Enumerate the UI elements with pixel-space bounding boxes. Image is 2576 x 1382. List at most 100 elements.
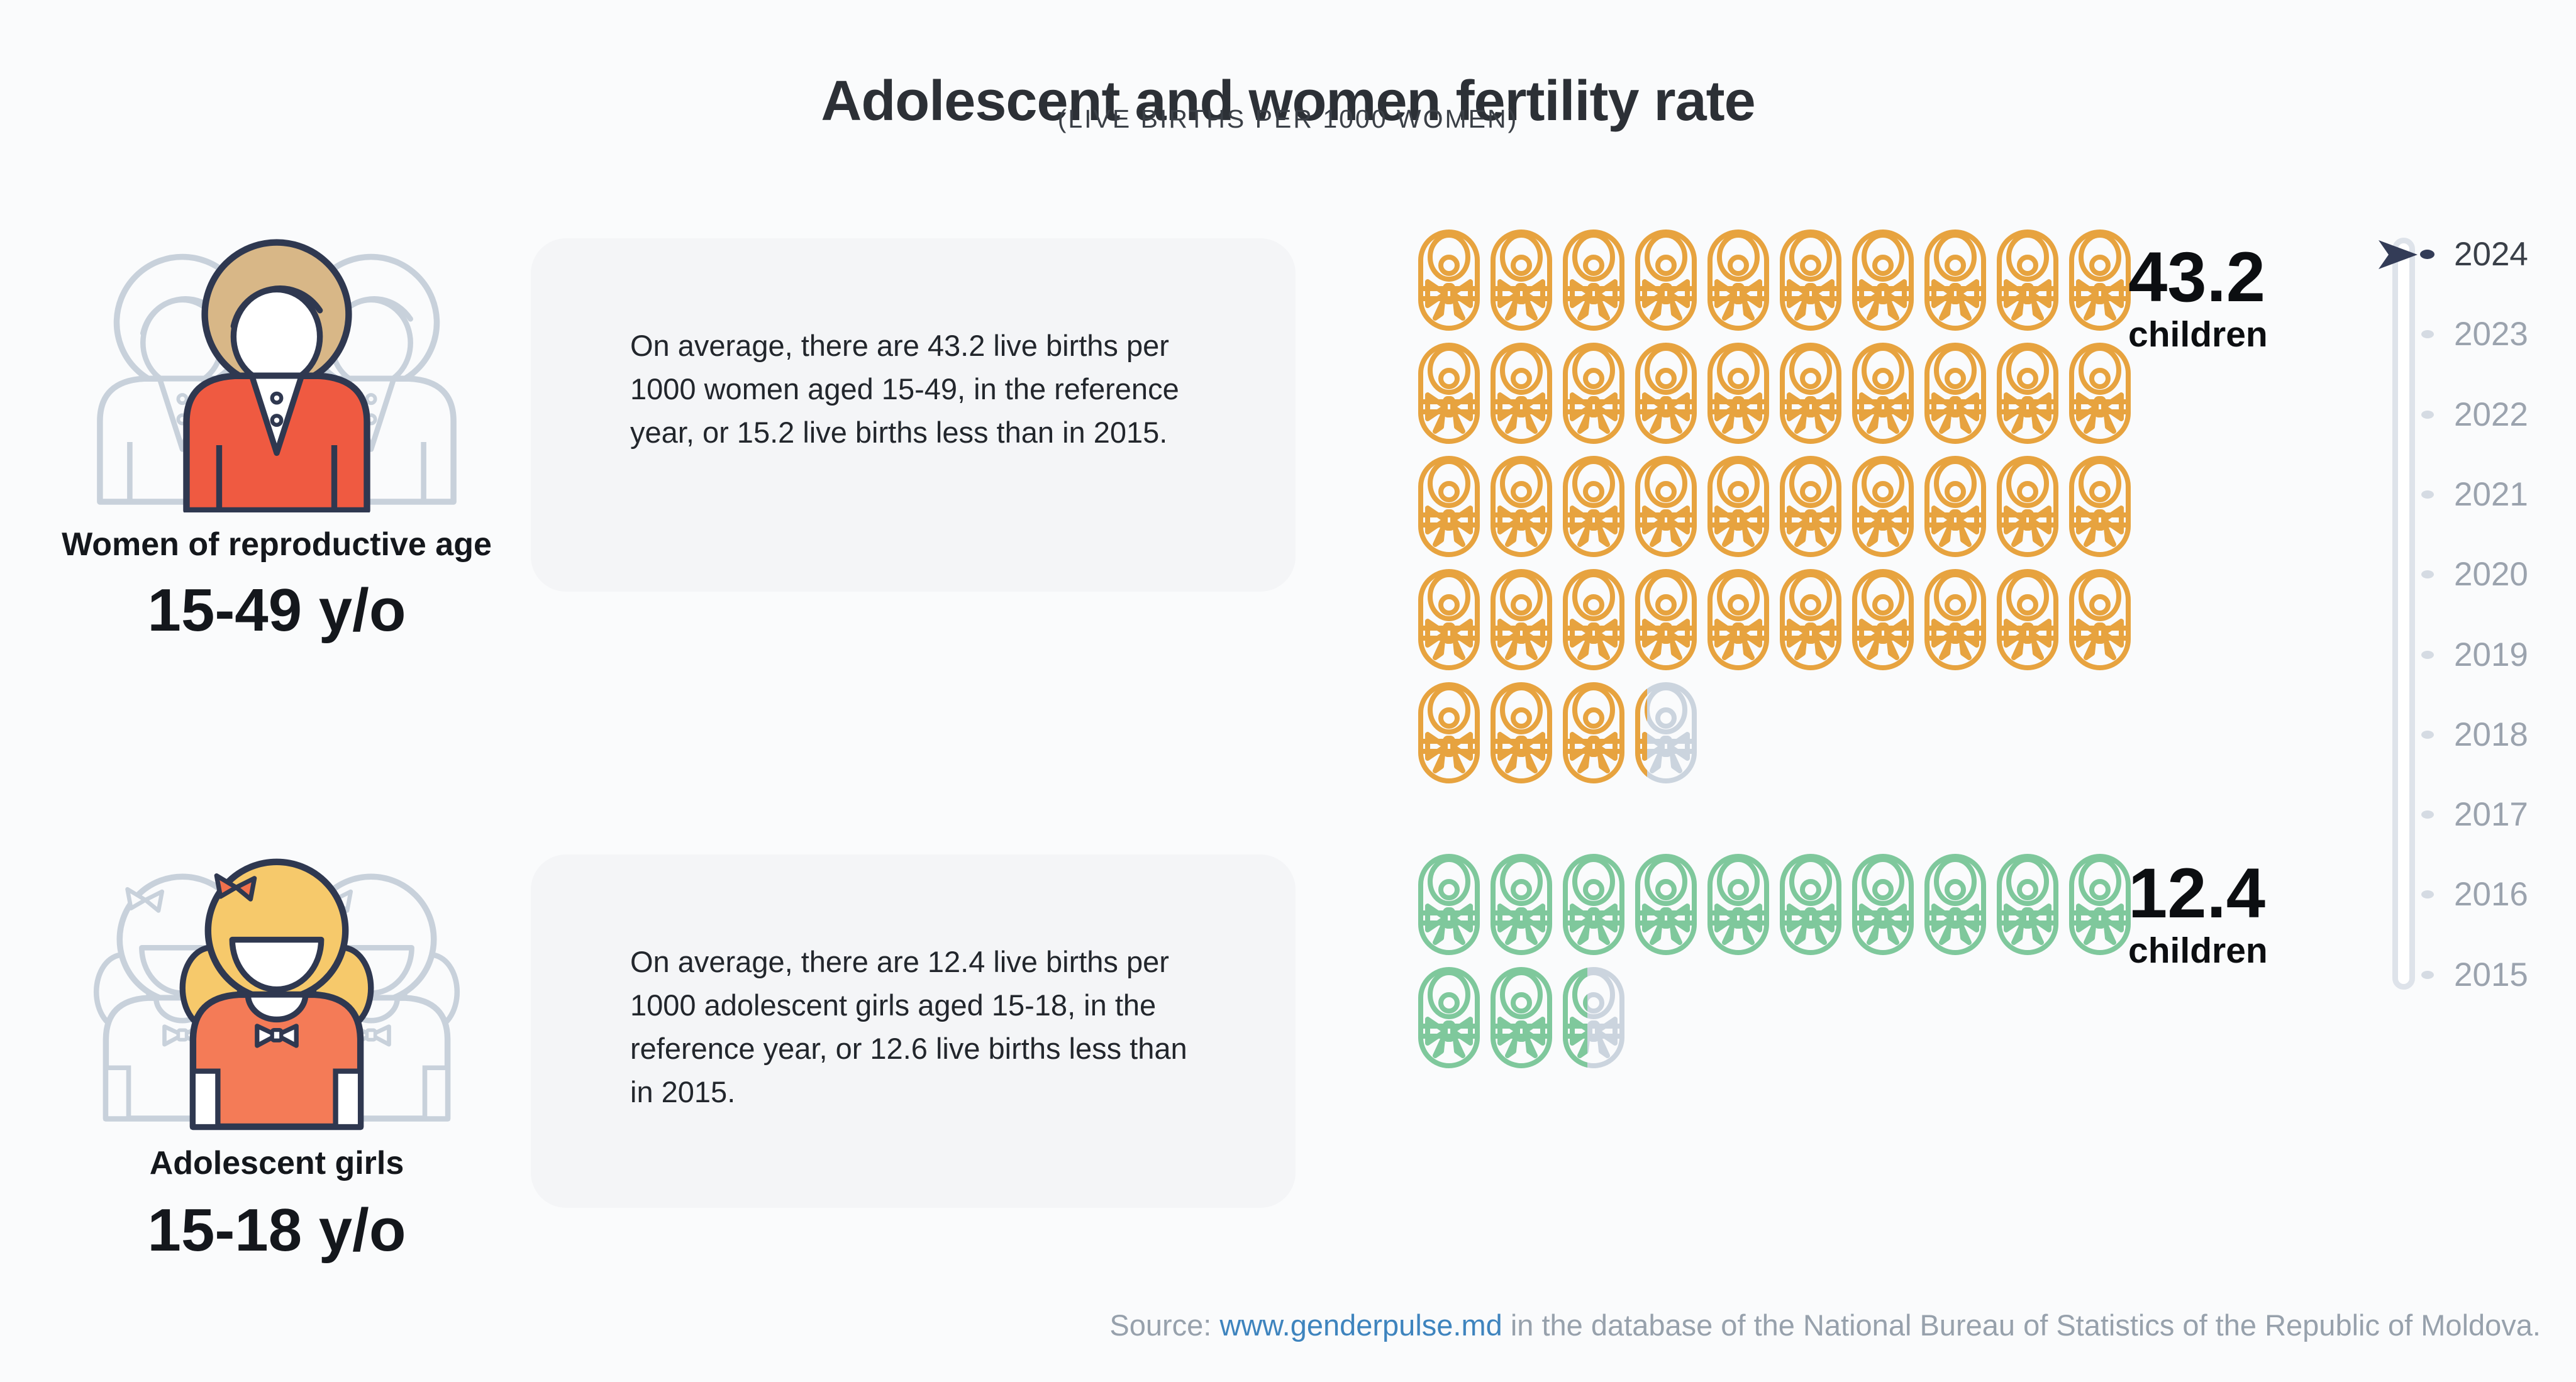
timeline-year-label[interactable]: 2021	[2454, 475, 2528, 513]
baby-icon	[1996, 853, 2059, 956]
timeline-cursor-arrow-icon[interactable]	[2379, 240, 2418, 269]
baby-icon	[1635, 455, 1697, 558]
baby-icon	[1635, 229, 1697, 331]
timeline-year-2017[interactable]: 2017	[2363, 795, 2576, 834]
baby-icon	[1490, 568, 1553, 671]
baby-icon	[1852, 342, 1914, 445]
girls-value-label: 12.4 children	[2128, 856, 2268, 971]
women-value-unit: children	[2128, 314, 2268, 355]
baby-icon	[1996, 342, 2059, 445]
baby-icon	[1418, 229, 1480, 331]
women-illustration	[88, 217, 465, 512]
girls-trio-drawing	[96, 861, 457, 1127]
baby-icon	[1490, 682, 1553, 784]
timeline-year-label[interactable]: 2015	[2454, 956, 2528, 993]
timeline-year-2015[interactable]: 2015	[2363, 956, 2576, 995]
baby-icon	[1635, 568, 1697, 671]
baby-icon	[1418, 682, 1480, 784]
baby-icon	[1707, 342, 1770, 445]
baby-icon	[1562, 853, 1625, 956]
timeline-dot[interactable]	[2421, 490, 2434, 499]
girls-group-label: Adolescent girls	[149, 1145, 404, 1181]
baby-icon	[1707, 455, 1770, 558]
baby-icon	[1562, 682, 1625, 784]
women-age-range: 15-49 y/o	[147, 577, 406, 644]
source-prefix: Source:	[1109, 1308, 1220, 1342]
timeline-dot[interactable]	[2421, 410, 2434, 419]
baby-icon	[1924, 229, 1987, 331]
baby-icon	[1490, 455, 1553, 558]
timeline-year-label[interactable]: 2019	[2454, 636, 2528, 673]
girls-description-text: On average, there are 12.4 live births p…	[630, 945, 1187, 1108]
timeline-dot[interactable]	[2421, 810, 2434, 819]
baby-icon	[1996, 229, 2059, 331]
women-value-label: 43.2 children	[2128, 240, 2268, 355]
baby-icon-partial	[1562, 966, 1625, 1069]
timeline-year-2024[interactable]: 2024	[2363, 235, 2576, 274]
timeline-year-2022[interactable]: 2022	[2363, 395, 2576, 434]
baby-icon	[1418, 853, 1480, 956]
baby-icon	[1635, 342, 1697, 445]
baby-icon	[1490, 853, 1553, 956]
timeline-year-2020[interactable]: 2020	[2363, 555, 2576, 594]
baby-icon	[1852, 853, 1914, 956]
baby-icon-partial	[1635, 682, 1697, 784]
timeline-dot[interactable]	[2420, 250, 2434, 259]
women-group-label: Women of reproductive age	[62, 526, 492, 563]
timeline-year-label[interactable]: 2017	[2454, 796, 2528, 834]
baby-icon	[1779, 229, 1842, 331]
baby-icon	[1996, 568, 2059, 671]
baby-icon	[1490, 229, 1553, 331]
baby-icon	[1779, 455, 1842, 558]
girls-illustration	[88, 831, 465, 1134]
baby-icon	[1490, 342, 1553, 445]
baby-icon	[1418, 568, 1480, 671]
timeline-year-label[interactable]: 2022	[2454, 395, 2528, 433]
timeline-year-2018[interactable]: 2018	[2363, 716, 2576, 755]
baby-icon	[1562, 455, 1625, 558]
baby-icon	[1779, 853, 1842, 956]
baby-icon	[1707, 229, 1770, 331]
timeline-dot[interactable]	[2421, 650, 2434, 659]
baby-icon	[1562, 229, 1625, 331]
timeline-dot[interactable]	[2421, 730, 2434, 739]
baby-icon	[2068, 229, 2131, 331]
baby-icon	[1924, 568, 1987, 671]
baby-icon	[1707, 853, 1770, 956]
baby-icon	[1852, 455, 1914, 558]
baby-icon	[1707, 568, 1770, 671]
source-link[interactable]: www.genderpulse.md	[1219, 1308, 1502, 1342]
baby-icon	[1924, 853, 1987, 956]
timeline-dot[interactable]	[2421, 570, 2434, 579]
baby-icon	[2068, 853, 2131, 956]
baby-icon	[1996, 455, 2059, 558]
timeline-year-label[interactable]: 2024	[2454, 236, 2528, 273]
baby-icon	[2068, 342, 2131, 445]
timeline-year-2023[interactable]: 2023	[2363, 315, 2576, 354]
baby-icon	[1924, 455, 1987, 558]
timeline-year-2021[interactable]: 2021	[2363, 475, 2576, 514]
baby-icon	[1779, 568, 1842, 671]
timeline-year-2019[interactable]: 2019	[2363, 636, 2576, 675]
baby-icon	[1562, 342, 1625, 445]
timeline-year-label[interactable]: 2020	[2454, 556, 2528, 594]
women-description-text: On average, there are 43.2 live births p…	[630, 329, 1179, 449]
timeline-dot[interactable]	[2421, 330, 2434, 339]
baby-icon	[1418, 342, 1480, 445]
page-subtitle: (LIVE BIRTHS PER 1000 WOMEN)	[1057, 104, 1519, 133]
girls-pictogram-grid	[1418, 853, 2147, 1069]
timeline-year-2016[interactable]: 2016	[2363, 875, 2576, 914]
baby-icon	[1635, 853, 1697, 956]
timeline-track	[2392, 238, 2415, 990]
timeline-year-label[interactable]: 2016	[2454, 876, 2528, 914]
timeline-dot[interactable]	[2421, 970, 2434, 979]
girls-age-range: 15-18 y/o	[147, 1197, 406, 1264]
timeline-dot[interactable]	[2421, 890, 2434, 899]
baby-icon	[1490, 966, 1553, 1069]
girls-value-unit: children	[2128, 931, 2268, 971]
source-suffix: in the database of the National Bureau o…	[1502, 1308, 2541, 1342]
women-description-panel: On average, there are 43.2 live births p…	[531, 238, 1296, 592]
timeline-year-label[interactable]: 2018	[2454, 716, 2528, 753]
timeline-year-label[interactable]: 2023	[2454, 316, 2528, 353]
source-line: Source: www.genderpulse.md in the databa…	[1109, 1308, 2541, 1342]
